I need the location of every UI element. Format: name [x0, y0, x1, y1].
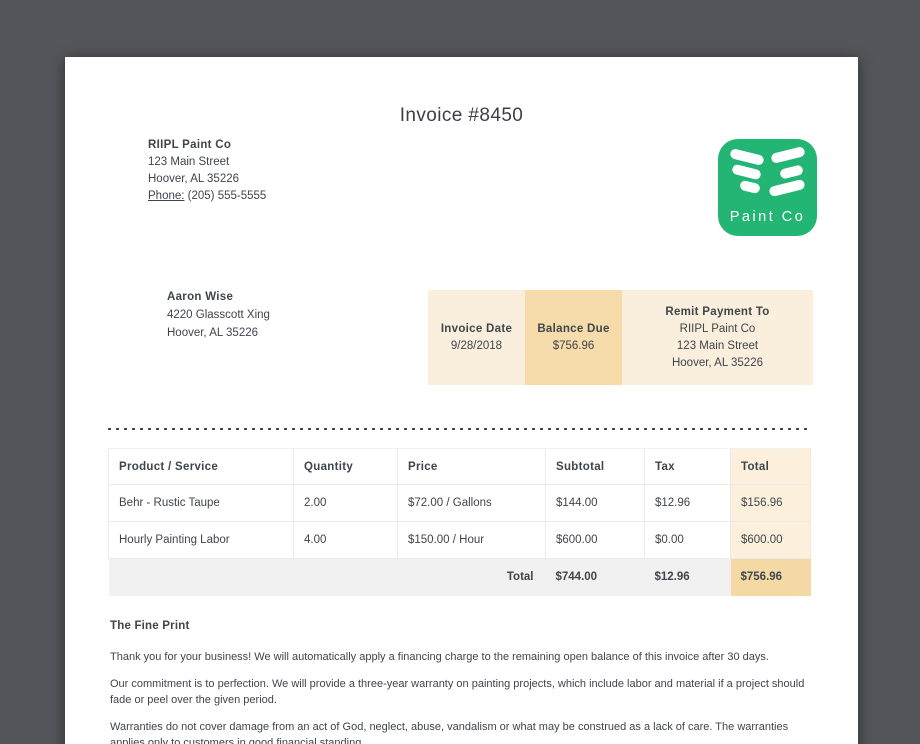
invoice-date-box: Invoice Date 9/28/2018 — [428, 290, 525, 385]
col-header-quantity: Quantity — [293, 448, 398, 485]
col-header-total: Total — [730, 448, 811, 485]
customer-name: Aaron Wise — [167, 291, 234, 303]
cell-price: $150.00 / Hour — [397, 521, 546, 559]
bill-to-block: Aaron Wise 4220 Glasscott Xing Hoover, A… — [167, 288, 270, 342]
fine-print-section: The Fine Print Thank you for your busine… — [110, 618, 817, 744]
company-address-block: RIIPL Paint Co 123 Main Street Hoover, A… — [148, 137, 266, 205]
table-header-row: Product / Service Quantity Price Subtota… — [108, 448, 811, 485]
cell-product: Behr - Rustic Taupe — [108, 484, 294, 522]
cell-subtotal: $144.00 — [545, 484, 645, 522]
col-header-subtotal: Subtotal — [545, 448, 645, 485]
total-row-grand-total: $756.96 — [730, 558, 811, 596]
remit-line3: Hoover, AL 35226 — [671, 356, 763, 369]
balance-due-box: Balance Due $756.96 — [525, 290, 622, 385]
invoice-date-value: 9/28/2018 — [450, 339, 503, 352]
company-address-line2: Hoover, AL 35226 — [148, 173, 240, 185]
cell-total: $156.96 — [730, 484, 811, 522]
phone-value: (205) 555-5555 — [187, 190, 267, 202]
col-header-product: Product / Service — [108, 448, 294, 485]
customer-address-line2: Hoover, AL 35226 — [167, 327, 259, 339]
cell-tax: $0.00 — [644, 521, 731, 559]
fine-print-paragraph: Thank you for your business! We will aut… — [110, 651, 769, 663]
invoice-date-label: Invoice Date — [440, 322, 513, 335]
company-name: RIIPL Paint Co — [148, 139, 232, 151]
table-row: Hourly Painting Labor 4.00 $150.00 / Hou… — [108, 521, 811, 559]
total-row-tax: $12.96 — [644, 558, 731, 596]
col-header-price: Price — [397, 448, 546, 485]
balance-due-value: $756.96 — [552, 339, 595, 352]
table-row: Behr - Rustic Taupe 2.00 $72.00 / Gallon… — [108, 484, 811, 522]
fine-print-heading: The Fine Print — [110, 620, 190, 632]
invoice-summary-boxes: Invoice Date 9/28/2018 Balance Due $756.… — [428, 290, 813, 385]
fine-print-paragraph: Our commitment is to perfection. We will… — [110, 678, 805, 706]
cell-tax: $12.96 — [644, 484, 731, 522]
remit-line1: RIIPL Paint Co — [679, 322, 756, 335]
remit-payment-box: Remit Payment To RIIPL Paint Co 123 Main… — [622, 290, 813, 385]
dashed-divider — [108, 428, 812, 430]
cell-quantity: 4.00 — [293, 521, 398, 559]
cell-quantity: 2.00 — [293, 484, 398, 522]
cell-product: Hourly Painting Labor — [108, 521, 294, 559]
phone-label: Phone: — [148, 190, 185, 202]
remit-line2: 123 Main Street — [676, 339, 759, 352]
balance-due-label: Balance Due — [537, 322, 610, 335]
fine-print-paragraph: Warranties do not cover damage from an a… — [110, 721, 789, 744]
cell-price: $72.00 / Gallons — [397, 484, 546, 522]
total-row-label: Total — [108, 558, 546, 596]
total-row-subtotal: $744.00 — [545, 558, 645, 596]
company-logo: Paint Co — [718, 139, 817, 236]
company-phone: Phone: (205) 555-5555 — [148, 188, 266, 205]
logo-wings-icon — [730, 147, 805, 197]
line-items-table: Product / Service Quantity Price Subtota… — [108, 448, 811, 596]
company-address-line1: 123 Main Street — [148, 156, 230, 168]
invoice-page: Invoice #8450 RIIPL Paint Co 123 Main St… — [65, 57, 858, 744]
cell-subtotal: $600.00 — [545, 521, 645, 559]
table-total-row: Total $744.00 $12.96 $756.96 — [108, 558, 811, 596]
customer-address-line1: 4220 Glasscott Xing — [167, 309, 270, 321]
invoice-title: Invoice #8450 — [399, 105, 524, 126]
cell-total: $600.00 — [730, 521, 811, 559]
remit-label: Remit Payment To — [665, 305, 770, 318]
logo-text: Paint Co — [729, 209, 806, 225]
col-header-tax: Tax — [644, 448, 731, 485]
